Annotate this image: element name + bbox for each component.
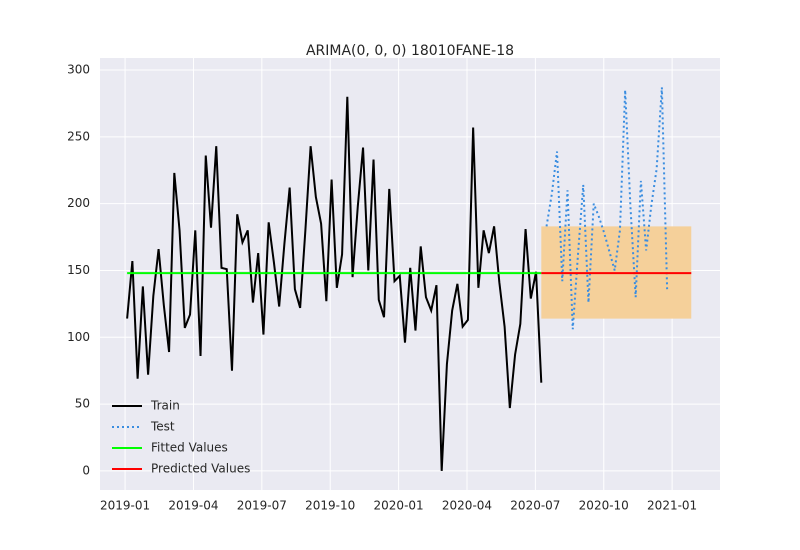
series-line xyxy=(126,96,543,471)
x-tick-label: 2020-07 xyxy=(510,499,560,513)
y-tick-label: 200 xyxy=(67,196,90,210)
x-tick-label: 2020-04 xyxy=(442,499,492,513)
y-tick-label: 100 xyxy=(67,330,90,344)
x-tick-label: 2020-01 xyxy=(374,499,424,513)
x-tick-label: 2019-01 xyxy=(100,499,150,513)
y-tick-label: 0 xyxy=(82,463,90,477)
y-tick-label: 150 xyxy=(67,263,90,277)
series-line xyxy=(545,87,669,330)
legend-label: Predicted Values xyxy=(151,462,250,476)
legend-label: Train xyxy=(150,399,180,413)
x-tick-label: 2019-07 xyxy=(237,499,287,513)
x-tick-label: 2021-01 xyxy=(647,499,697,513)
y-tick-label: 250 xyxy=(67,129,90,143)
y-tick-label: 50 xyxy=(75,397,90,411)
legend-label: Test xyxy=(150,420,175,434)
x-tick-label: 2019-10 xyxy=(305,499,355,513)
x-tick-label: 2019-04 xyxy=(168,499,218,513)
legend-label: Fitted Values xyxy=(151,441,228,455)
chart-title: ARIMA(0, 0, 0) 18010FANE-18 xyxy=(306,43,514,59)
y-tick-label: 300 xyxy=(67,63,90,77)
x-tick-label: 2020-10 xyxy=(579,499,629,513)
